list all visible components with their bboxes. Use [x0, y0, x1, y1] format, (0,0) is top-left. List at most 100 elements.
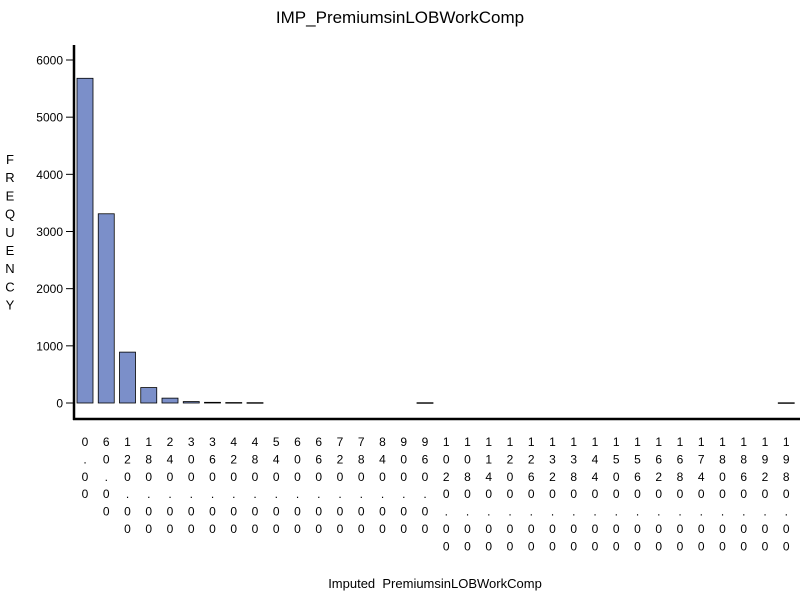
y-tick-label: 1000 — [36, 339, 63, 353]
svg-text:.: . — [615, 505, 618, 519]
svg-text:0: 0 — [762, 522, 769, 536]
svg-text:2: 2 — [762, 470, 769, 484]
svg-text:8: 8 — [252, 452, 259, 466]
svg-text:0: 0 — [400, 452, 407, 466]
svg-text:0: 0 — [103, 487, 110, 501]
svg-text:0: 0 — [443, 452, 450, 466]
svg-text:.: . — [551, 505, 554, 519]
svg-text:0: 0 — [677, 539, 684, 553]
svg-text:0: 0 — [549, 487, 556, 501]
svg-text:0: 0 — [230, 522, 237, 536]
svg-text:0: 0 — [719, 487, 726, 501]
x-tick-label: 1 8 6 0. 0 0 — [740, 435, 747, 553]
svg-text:2: 2 — [124, 452, 131, 466]
svg-text:0: 0 — [549, 539, 556, 553]
svg-text:0: 0 — [315, 522, 322, 536]
y-axis-label-char: E — [6, 188, 15, 203]
svg-text:0: 0 — [719, 522, 726, 536]
svg-text:0: 0 — [443, 522, 450, 536]
svg-text:2: 2 — [167, 435, 174, 449]
svg-text:0: 0 — [783, 539, 790, 553]
svg-text:.: . — [678, 505, 681, 519]
y-axis-label-char: U — [5, 225, 14, 240]
svg-text:0: 0 — [209, 522, 216, 536]
svg-text:4: 4 — [698, 470, 705, 484]
svg-text:4: 4 — [252, 435, 259, 449]
svg-text:1: 1 — [613, 435, 620, 449]
svg-text:6: 6 — [655, 452, 662, 466]
bar — [246, 402, 264, 404]
svg-text:0: 0 — [124, 505, 131, 519]
bar — [161, 397, 179, 404]
svg-text:0: 0 — [783, 522, 790, 536]
x-tick-label: 540.00 — [273, 435, 280, 536]
x-tick-label: 1 6 2 0. 0 0 — [655, 435, 662, 553]
svg-text:1: 1 — [634, 435, 641, 449]
svg-text:0: 0 — [103, 505, 110, 519]
svg-text:7: 7 — [358, 435, 365, 449]
svg-text:1: 1 — [485, 452, 492, 466]
svg-text:1: 1 — [592, 435, 599, 449]
x-tick-label: 1 5 0 0. 0 0 — [613, 435, 620, 553]
svg-text:0: 0 — [252, 522, 259, 536]
svg-text:2: 2 — [443, 470, 450, 484]
x-tick-label: 660.00 — [315, 435, 322, 536]
x-tick-label: 900.00 — [400, 435, 407, 536]
svg-text:1: 1 — [507, 435, 514, 449]
svg-text:0: 0 — [677, 522, 684, 536]
svg-text:2: 2 — [507, 452, 514, 466]
svg-text:2: 2 — [230, 452, 237, 466]
bars — [76, 77, 795, 404]
y-tick-label: 0 — [56, 397, 63, 411]
svg-text:0: 0 — [613, 539, 620, 553]
svg-text:0: 0 — [188, 470, 195, 484]
svg-text:.: . — [721, 505, 724, 519]
x-tick-label: 1 1 4 0. 0 0 — [485, 435, 492, 553]
svg-text:0: 0 — [252, 505, 259, 519]
y-axis-label-char: N — [5, 261, 14, 276]
svg-text:0: 0 — [443, 539, 450, 553]
svg-text:0: 0 — [613, 522, 620, 536]
x-tick-label: 180.00 — [145, 435, 152, 536]
svg-text:6: 6 — [528, 470, 535, 484]
svg-text:.: . — [83, 452, 86, 466]
bar — [97, 213, 115, 404]
svg-text:.: . — [147, 487, 150, 501]
svg-text:0: 0 — [613, 470, 620, 484]
x-tick-label: 1 0 2 0. 0 0 — [443, 435, 450, 553]
svg-text:.: . — [785, 505, 788, 519]
svg-text:0: 0 — [528, 539, 535, 553]
svg-text:1: 1 — [124, 435, 131, 449]
svg-text:.: . — [275, 487, 278, 501]
x-tick-label: 960.00 — [422, 435, 429, 536]
svg-text:0: 0 — [485, 487, 492, 501]
svg-text:0: 0 — [358, 505, 365, 519]
svg-text:0: 0 — [230, 470, 237, 484]
svg-text:8: 8 — [719, 452, 726, 466]
svg-text:1: 1 — [762, 435, 769, 449]
svg-text:6: 6 — [103, 435, 110, 449]
svg-text:0: 0 — [230, 505, 237, 519]
svg-text:0: 0 — [719, 470, 726, 484]
bar — [182, 401, 200, 404]
bar — [777, 402, 795, 404]
x-tick-label: 1 5 6 0. 0 0 — [634, 435, 641, 553]
svg-text:0: 0 — [528, 487, 535, 501]
svg-text:9: 9 — [783, 452, 790, 466]
svg-text:0: 0 — [294, 522, 301, 536]
svg-text:0: 0 — [379, 505, 386, 519]
svg-text:0: 0 — [762, 539, 769, 553]
x-tick-label: 1 2 0 0. 0 0 — [507, 435, 514, 553]
svg-text:9: 9 — [762, 452, 769, 466]
svg-text:4: 4 — [485, 470, 492, 484]
svg-text:0: 0 — [719, 539, 726, 553]
x-tick-label: 1 4 4 0. 0 0 — [592, 435, 599, 553]
svg-text:8: 8 — [740, 452, 747, 466]
svg-text:0: 0 — [570, 522, 577, 536]
svg-text:4: 4 — [273, 452, 280, 466]
svg-text:.: . — [742, 505, 745, 519]
svg-text:0: 0 — [294, 452, 301, 466]
x-tick-label: 1 8 0 0. 0 0 — [719, 435, 726, 553]
svg-text:1: 1 — [570, 435, 577, 449]
svg-text:0: 0 — [379, 470, 386, 484]
